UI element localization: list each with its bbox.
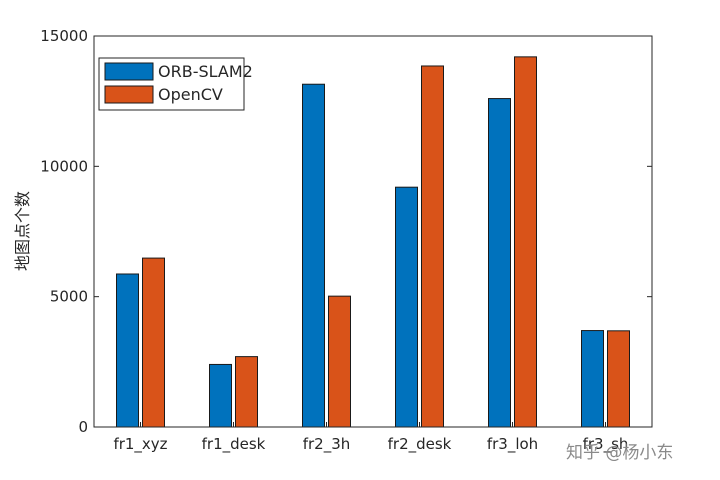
bar-orb-slam2-fr1-desk	[209, 363, 232, 428]
bar-orb-slam2-fr2-desk	[395, 186, 418, 428]
bar-opencv-fr3-loh	[514, 56, 537, 428]
bar-opencv-fr2-3h	[328, 295, 351, 428]
x-tick-label: fr2_3h	[303, 435, 351, 454]
bar-orb-slam2-fr1-xyz	[116, 273, 139, 428]
bar-orb-slam2-fr3-loh	[488, 98, 511, 428]
axis-ticks: fr1_xyz fr1_desk fr2_3h fr2_desk fr3_loh fr3_…	[40, 27, 652, 454]
y-axis-label: 地图点个数	[13, 191, 32, 271]
bar-orb-slam2-fr3-sh	[581, 330, 604, 428]
bar-opencv-fr3-sh	[607, 330, 630, 428]
bar-opencv-fr2-desk	[421, 65, 444, 428]
bar-orb-slam2-fr2-3h	[302, 83, 325, 428]
bars-layer	[116, 56, 630, 428]
legend-label: OpenCV	[158, 85, 223, 104]
y-tick-label: 15000	[40, 27, 88, 45]
legend: ORB-SLAM2 OpenCV	[98, 57, 253, 111]
legend-swatch	[104, 85, 154, 104]
legend-label: ORB-SLAM2	[158, 62, 253, 81]
x-tick-label: fr1_xyz	[113, 435, 167, 454]
x-tick-label: fr1_desk	[202, 435, 266, 454]
x-tick-label: fr3_loh	[487, 435, 538, 454]
y-tick-label: 0	[78, 418, 88, 436]
x-tick-label: fr3_sh	[583, 435, 629, 454]
y-tick-label: 10000	[40, 157, 88, 175]
bar-opencv-fr1-desk	[235, 356, 258, 428]
bar-opencv-fr1-xyz	[142, 257, 165, 428]
x-tick-label: fr2_desk	[388, 435, 452, 454]
y-tick-label: 5000	[50, 288, 88, 306]
plot-frame	[93, 35, 653, 428]
watermark: 知乎 @杨小东	[566, 443, 673, 463]
legend-swatch	[104, 62, 154, 81]
